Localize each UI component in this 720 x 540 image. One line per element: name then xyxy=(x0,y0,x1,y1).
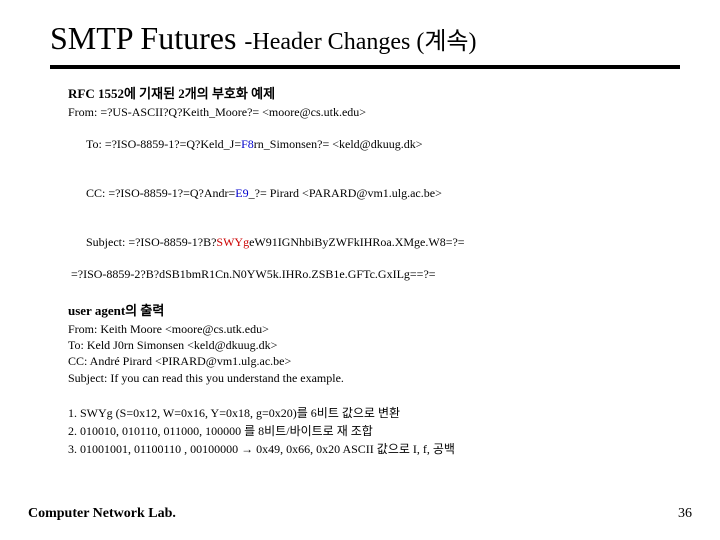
text-fragment: CC: =?ISO-8859-1?=Q?Andr= xyxy=(86,186,235,200)
text-fragment: 0x49, 0x66, 0x20 ASCII 값으로 I, f, 공백 xyxy=(253,442,455,456)
slide-footer: Computer Network Lab. 36 xyxy=(28,506,692,522)
text-fragment: _?= Pirard <PARARD@vm1.ulg.ac.be> xyxy=(249,186,442,200)
ua-line-from: From: Keith Moore <moore@cs.utk.edu> xyxy=(68,321,680,337)
footer-lab-name: Computer Network Lab. xyxy=(28,506,176,522)
text-fragment: rn_Simonsen?= <keld@dkuug.dk> xyxy=(254,137,423,151)
section2-heading: user agent의 출력 xyxy=(50,300,680,319)
rfc-line-subject2: =?ISO-8859-2?B?dSB1bmR1Cn.N0YW5k.IHRo.ZS… xyxy=(68,266,680,282)
decoding-steps-block: 1. SWYg (S=0x12, W=0x16, Y=0x18, g=0x20)… xyxy=(50,404,680,458)
rfc-line-cc: CC: =?ISO-8859-1?=Q?Andr=E9_?= Pirard <P… xyxy=(68,169,680,218)
rfc-line-subject1: Subject: =?ISO-8859-1?B?SWYgeW91IGNhbiBy… xyxy=(68,217,680,266)
rfc-example-block: From: =?US-ASCII?Q?Keith_Moore?= <moore@… xyxy=(50,104,680,282)
step-3: 3. 01001001, 01100110 , 00100000 → 0x49,… xyxy=(68,440,680,458)
ua-line-to: To: Keld J0rn Simonsen <keld@dkuug.dk> xyxy=(68,337,680,353)
encoded-hex: E9 xyxy=(235,186,248,200)
text-fragment: 3. 01001001, 01100110 , 00100000 xyxy=(68,442,241,456)
ua-line-subject: Subject: If you can read this you unders… xyxy=(68,370,680,386)
step-1: 1. SWYg (S=0x12, W=0x16, Y=0x18, g=0x20)… xyxy=(68,404,680,422)
text-fragment: Subject: =?ISO-8859-1?B? xyxy=(86,235,216,249)
text-fragment: To: =?ISO-8859-1?=Q?Keld_J= xyxy=(86,137,241,151)
section1-heading: RFC 1552에 기재된 2개의 부호화 예제 xyxy=(50,83,680,102)
slide-title: SMTP Futures -Header Changes (계속) xyxy=(50,20,680,57)
title-sub: -Header Changes (계속) xyxy=(244,29,476,55)
encoded-base64: SWYg xyxy=(216,235,249,249)
title-main: SMTP Futures xyxy=(50,20,244,56)
arrow-icon: → xyxy=(241,442,253,456)
text-fragment: eW91IGNhbiByZWFkIHRoa.XMge.W8=?= xyxy=(249,235,465,249)
user-agent-output-block: From: Keith Moore <moore@cs.utk.edu> To:… xyxy=(50,321,680,386)
title-divider xyxy=(50,65,680,69)
page-number: 36 xyxy=(678,506,692,522)
rfc-line-from: From: =?US-ASCII?Q?Keith_Moore?= <moore@… xyxy=(68,104,680,120)
rfc-line-to: To: =?ISO-8859-1?=Q?Keld_J=F8rn_Simonsen… xyxy=(68,120,680,169)
encoded-hex: F8 xyxy=(241,137,254,151)
step-2: 2. 010010, 010110, 011000, 100000 를 8비트/… xyxy=(68,422,680,440)
ua-line-cc: CC: André Pirard <PIRARD@vm1.ulg.ac.be> xyxy=(68,353,680,369)
